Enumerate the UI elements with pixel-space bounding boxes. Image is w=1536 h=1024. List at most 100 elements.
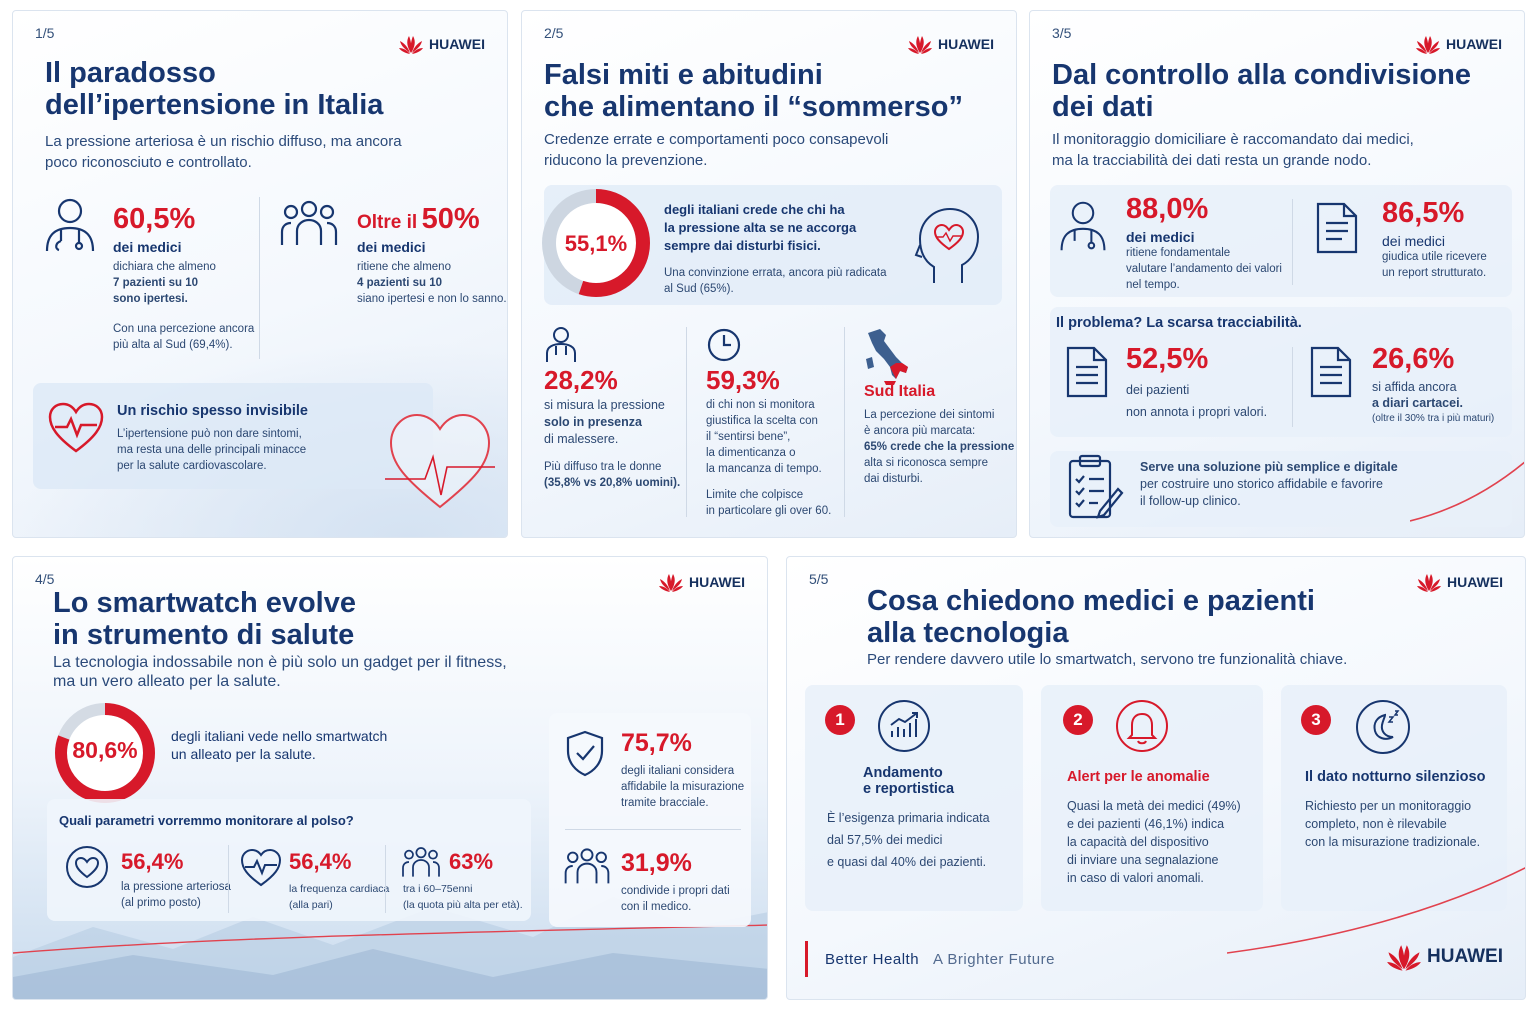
stat-text: condivide i propri dati con il medico.: [621, 885, 730, 913]
huawei-logo: HUAWEI: [1417, 571, 1503, 593]
problem-card: [1050, 307, 1512, 437]
stat-value: 26,6%: [1372, 343, 1455, 375]
stat-value: 86,5%: [1382, 197, 1465, 229]
stat-text: si affida ancora a diari cartacei. (oltre …: [1372, 380, 1495, 424]
page-number: 5/5: [809, 571, 829, 587]
ring-value: 55,1%: [564, 231, 628, 256]
feature-title: Alert per le anomalie: [1067, 769, 1210, 785]
stat-value: 88,0%: [1126, 193, 1209, 225]
stat-text: la frequenza cardiaca (alla pari): [289, 883, 390, 911]
feature-number: 1: [825, 705, 855, 735]
stat-value: 60,5%: [113, 203, 196, 235]
stat-value: 56,4%: [289, 849, 352, 874]
stat-value: 63%: [449, 849, 494, 874]
page-title: Il paradosso dell’ipertensione in Italia: [45, 57, 384, 121]
region-text: La percezione dei sintomi è ancora più ma…: [864, 409, 1015, 485]
stat-label: dei medici: [1126, 229, 1195, 245]
page-number: 1/5: [35, 25, 55, 41]
panel-1: 1/5 HUAWEI Il paradosso dell’ipertensione…: [12, 10, 508, 538]
tagline: Better Health A Brighter Future: [825, 951, 1055, 968]
stat-value: 75,7%: [621, 729, 692, 757]
subtitle: La tecnologia indossabile non è più solo…: [53, 654, 507, 690]
huawei-logo-icon: [399, 36, 423, 54]
clock-icon: [707, 328, 741, 362]
head-heart-icon: [914, 207, 980, 283]
stat-note: Limite che colpisce in particolare gli ov…: [706, 489, 832, 517]
divider: [1292, 347, 1293, 427]
divider: [385, 845, 386, 913]
page-number: 2/5: [544, 25, 564, 41]
huawei-logo: HUAWEI: [908, 33, 994, 55]
feature-number: 3: [1301, 705, 1331, 735]
stat-value: 28,2%: [544, 365, 618, 395]
region-title: Sud Italia: [864, 383, 936, 400]
divider: [259, 197, 260, 359]
decorative-wave: [1227, 867, 1525, 954]
stat-text: ritiene che almeno 4 pazienti su 10 siano …: [357, 261, 507, 305]
document-icon: [1316, 202, 1358, 254]
page-title: Lo smartwatch evolve in strumento di salu…: [53, 587, 356, 651]
problem-title: Il problema? La scarsa tracciabilità.: [1056, 315, 1302, 331]
subtitle: Per rendere davvero utile lo smartwatch,…: [867, 651, 1348, 668]
group-icon: [402, 847, 440, 877]
subtitle: Il monitoraggio domiciliare è raccomanda…: [1052, 131, 1414, 169]
stat-text: dei pazienti non annota i propri valori.: [1126, 383, 1268, 419]
stat-text: la pressione arteriosa (al primo posto): [121, 881, 231, 909]
risk-text: L’ipertensione può non dare sintomi, ma r…: [117, 428, 307, 472]
parameters-card: [47, 799, 531, 921]
divider: [844, 327, 845, 517]
doctor-icon: [45, 198, 95, 252]
heart-rate-icon: [240, 848, 282, 887]
italy-map-icon: [866, 329, 908, 385]
decorative-wave: [1410, 461, 1524, 522]
huawei-logo-large: HUAWEI: [1387, 941, 1503, 972]
huawei-logo-icon: [1417, 574, 1441, 592]
stat-label: dei medici: [113, 239, 182, 255]
feature-title: Andamento e reportistica: [863, 765, 955, 797]
divider: [228, 845, 229, 913]
feature-title: Il dato notturno silenzioso: [1305, 769, 1486, 785]
stat-value: Oltre il 50%: [357, 203, 480, 235]
huawei-logo-icon: [1387, 945, 1421, 971]
heart-pulse-icon: [48, 402, 104, 453]
stat-text: tra i 60–75enni (la quota più alta per et…: [403, 883, 523, 911]
stat-label: dei medici: [357, 239, 426, 255]
subtitle: Credenze errate e comportamenti poco con…: [544, 131, 889, 169]
risk-card: [33, 383, 433, 489]
stat-text: degli italiani considera affidabile la mi…: [621, 765, 745, 809]
moon-sleep-icon: [1356, 700, 1410, 754]
shield-check-icon: [566, 730, 604, 777]
ring-chart: [542, 189, 650, 297]
feature-text: Quasi la metà dei medici (49%) e dei pazi…: [1067, 799, 1241, 885]
tagline-bar: [805, 941, 808, 977]
huawei-logo: HUAWEI: [399, 33, 485, 55]
paper-diary-icon: [1310, 346, 1352, 398]
huawei-logo-icon: [908, 36, 932, 54]
question-title: Quali parametri vorremmo monitorare al p…: [59, 813, 354, 828]
stat-text: si misura la pressione solo in presenza di…: [544, 398, 665, 446]
subtitle: La pressione arteriosa è un rischio diff…: [45, 133, 402, 171]
huawei-logo-icon: [659, 574, 683, 592]
group-icon: [564, 848, 610, 884]
ring-value: 80,6%: [72, 737, 138, 763]
heart-illustration-icon: [385, 413, 495, 509]
stat-value: 31,9%: [621, 849, 692, 877]
stat-value: 59,3%: [706, 365, 780, 395]
ring-chart: [55, 703, 155, 803]
doctor-stats-card: [1050, 185, 1512, 297]
stat-value: 56,4%: [121, 849, 184, 874]
document-icon: [1066, 346, 1108, 398]
person-icon: [546, 327, 576, 362]
bell-alert-icon: [1116, 700, 1168, 752]
page-title: Dal controllo alla condivisione dei dati: [1052, 59, 1471, 123]
doctor-icon: [1060, 201, 1106, 251]
huawei-logo: HUAWEI: [1416, 33, 1502, 55]
stat-note: Più diffuso tra le donne (35,8% vs 20,8% …: [544, 461, 681, 489]
page-title: Cosa chiedono medici e pazienti alla tecn…: [867, 585, 1315, 649]
solution-card: [1050, 451, 1512, 527]
panel-5: 5/5 HUAWEI Cosa chiedono medici e pazien…: [786, 556, 1526, 1000]
stat-value: 52,5%: [1126, 343, 1209, 375]
group-icon: [280, 200, 338, 245]
ring-text: degli italiani vede nello smartwatch un a…: [171, 728, 388, 762]
clipboard-checklist-icon: [1068, 454, 1124, 519]
